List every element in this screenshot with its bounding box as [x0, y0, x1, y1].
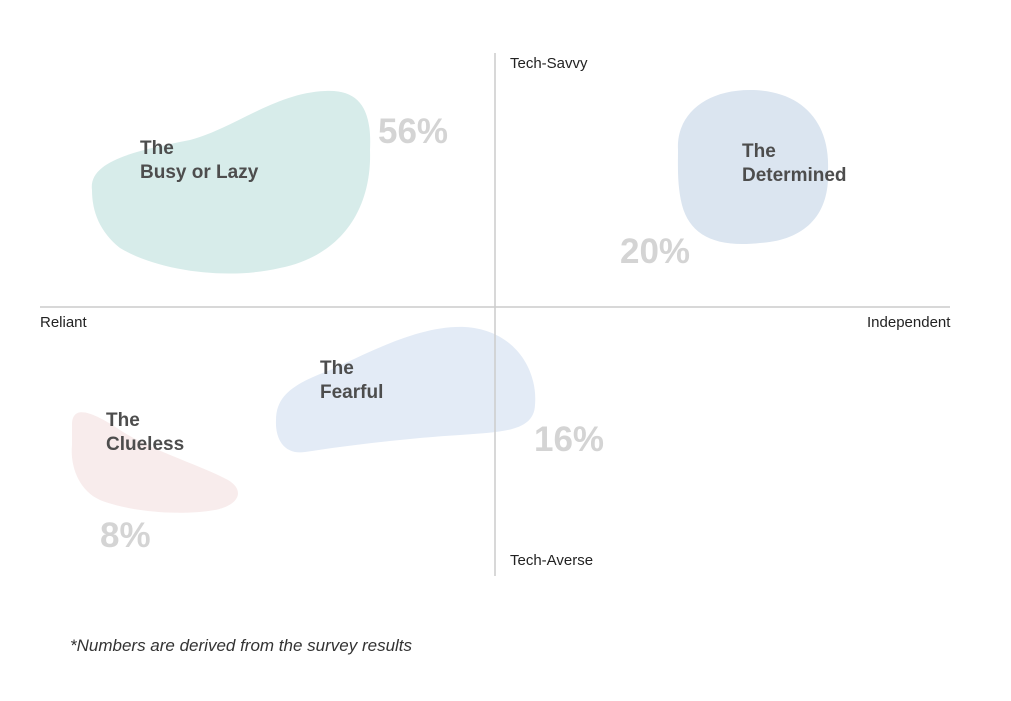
determined-blob: [677, 90, 829, 245]
persona-fearful: The Fearful: [320, 357, 383, 405]
persona-title-name: Clueless: [106, 434, 185, 455]
axis-label-right: Independent: [867, 314, 951, 331]
persona-busy-or-lazy: The Busy or Lazy: [140, 137, 258, 185]
axis-label-top: Tech-Savvy: [510, 55, 588, 72]
persona-title-name: Fearful: [320, 382, 384, 403]
percent-determined: 20%: [620, 232, 691, 271]
persona-title-the: The: [140, 138, 174, 159]
percent-clueless: 8%: [100, 516, 151, 555]
persona-title-the: The: [106, 410, 140, 431]
percent-fearful: 16%: [534, 420, 605, 459]
clueless-blob: [71, 412, 238, 513]
persona-title-name: Busy or Lazy: [140, 162, 259, 183]
busy-blob: [91, 90, 371, 274]
persona-title-the: The: [320, 358, 354, 379]
persona-title-name: Determined: [742, 165, 847, 186]
axis-label-bottom: Tech-Averse: [510, 552, 594, 569]
footnote: *Numbers are derived from the survey res…: [70, 636, 413, 655]
fearful-blob: [275, 326, 536, 453]
percent-busy-or-lazy: 56%: [378, 112, 449, 151]
persona-clueless: The Clueless: [106, 409, 184, 457]
axis-label-left: Reliant: [40, 314, 87, 331]
persona-title-the: The: [742, 141, 776, 162]
persona-determined: The Determined: [742, 140, 847, 188]
